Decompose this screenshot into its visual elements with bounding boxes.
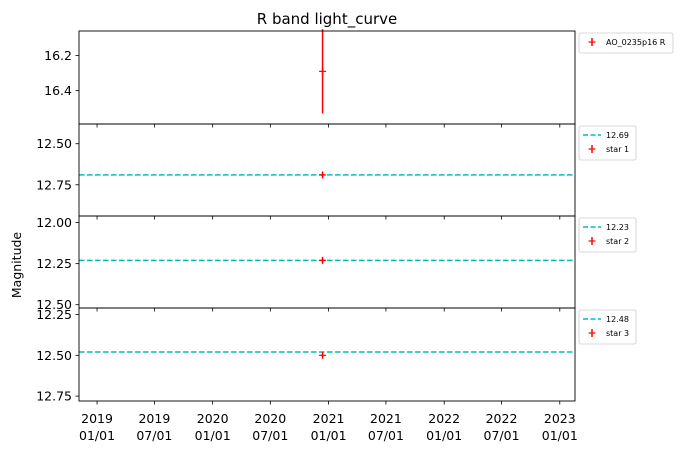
panel-2: 12.50 12.75 12.69 star 1 xyxy=(36,123,637,220)
y-tick-label: 12.50 xyxy=(36,136,72,151)
x-tick-label: 01/01 xyxy=(542,428,578,443)
x-tick-label: 2022 xyxy=(486,411,518,426)
x-tick-label: 01/01 xyxy=(311,428,347,443)
panel-frame xyxy=(78,307,576,402)
panel-4: 12.25 12.50 12.75 12.48 star 3 xyxy=(36,307,637,405)
x-axis: 2019 01/01 2019 07/01 2020 01/01 2020 07/01 2021… xyxy=(79,411,578,443)
panel-frame xyxy=(78,123,576,217)
y-tick-label: 12.50 xyxy=(36,348,72,363)
x-tick-label: 07/01 xyxy=(136,428,172,443)
y-tick-label: 12.75 xyxy=(36,389,72,404)
x-tick-label: 2021 xyxy=(370,411,402,426)
x-tick-label: 01/01 xyxy=(426,428,462,443)
y-tick-label: 12.25 xyxy=(36,256,72,271)
legend-label: 12.69 xyxy=(606,131,629,140)
x-tick-label: 2020 xyxy=(197,411,229,426)
legend-1: AO_0235p16 R xyxy=(578,32,674,54)
y-tick-label: 12.50 xyxy=(36,297,72,312)
legend-4: 12.48 star 3 xyxy=(578,309,637,345)
legend-label: AO_0235p16 R xyxy=(606,38,666,47)
legend-label: star 2 xyxy=(606,237,629,246)
y-tick-label: 12.25 xyxy=(36,307,72,322)
legend-3: 12.23 star 2 xyxy=(578,217,637,253)
panel-frame xyxy=(78,215,576,309)
x-tick-label: 07/01 xyxy=(368,428,404,443)
legend-2: 12.69 star 1 xyxy=(578,125,637,161)
legend-label: 12.23 xyxy=(606,223,629,232)
x-tick-label: 07/01 xyxy=(252,428,288,443)
x-tick-label: 01/01 xyxy=(195,428,231,443)
legend-box xyxy=(578,32,674,54)
x-tick-label: 2019 xyxy=(81,411,113,426)
panels: 16.2 16.4 AO_0235p16 R 12.50 12.75 12.69 star … xyxy=(36,29,674,405)
legend-label: 12.48 xyxy=(606,315,629,324)
y-tick-label: 12.75 xyxy=(36,177,72,192)
panel-frame xyxy=(78,30,576,125)
x-tick-label: 2023 xyxy=(544,411,576,426)
y-axis-label: Magnitude xyxy=(9,232,24,299)
panel-1: 16.2 16.4 AO_0235p16 R xyxy=(44,29,674,128)
y-tick-label: 12.00 xyxy=(36,215,72,230)
panel-3: 12.00 12.25 12.50 12.23 star 2 xyxy=(36,215,637,312)
x-tick-label: 01/01 xyxy=(79,428,115,443)
x-tick-label: 2020 xyxy=(254,411,286,426)
legend-label: star 3 xyxy=(606,329,629,338)
x-tick-label: 07/01 xyxy=(484,428,520,443)
y-tick-label: 16.4 xyxy=(44,83,72,98)
legend-label: star 1 xyxy=(606,145,629,154)
x-tick-label: 2022 xyxy=(428,411,460,426)
x-tick-label: 2021 xyxy=(313,411,345,426)
x-tick-label: 2019 xyxy=(138,411,170,426)
chart-title: R band light_curve xyxy=(257,10,397,29)
y-tick-label: 16.2 xyxy=(44,48,72,63)
